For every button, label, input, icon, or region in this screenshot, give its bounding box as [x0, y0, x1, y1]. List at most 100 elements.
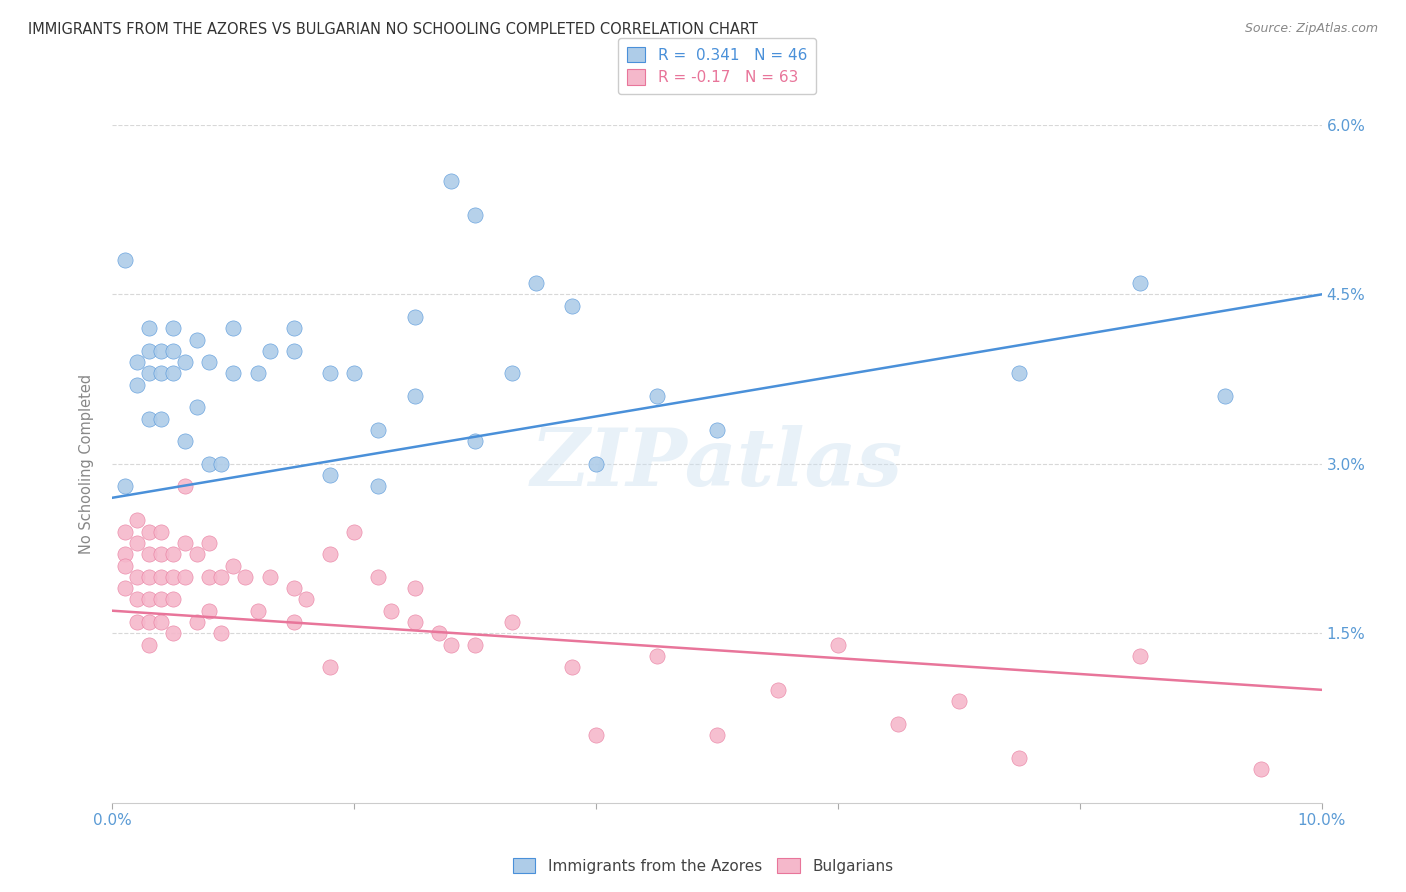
Point	[404, 310, 426, 324]
Y-axis label: No Schooling Completed: No Schooling Completed	[79, 374, 94, 554]
Text: Source: ZipAtlas.com: Source: ZipAtlas.com	[1244, 22, 1378, 36]
Point	[138, 411, 160, 425]
Point	[138, 321, 160, 335]
Point	[319, 547, 342, 561]
Point	[198, 604, 221, 618]
Point	[427, 626, 450, 640]
Point	[948, 694, 970, 708]
Point	[706, 728, 728, 742]
Point	[561, 299, 583, 313]
Point	[149, 547, 172, 561]
Point	[174, 355, 197, 369]
Point	[138, 367, 160, 381]
Point	[222, 558, 245, 573]
Point	[259, 570, 281, 584]
Point	[380, 604, 402, 618]
Point	[149, 367, 172, 381]
Point	[222, 367, 245, 381]
Point	[138, 343, 160, 358]
Point	[464, 638, 486, 652]
Point	[125, 592, 148, 607]
Point	[585, 728, 607, 742]
Point	[319, 468, 342, 483]
Point	[114, 558, 136, 573]
Point	[1129, 276, 1152, 290]
Point	[174, 479, 197, 493]
Point	[283, 581, 305, 595]
Point	[114, 253, 136, 268]
Point	[125, 536, 148, 550]
Point	[149, 592, 172, 607]
Point	[1008, 750, 1031, 764]
Point	[440, 638, 463, 652]
Point	[162, 570, 184, 584]
Point	[149, 615, 172, 629]
Point	[198, 457, 221, 471]
Point	[827, 638, 849, 652]
Point	[766, 682, 789, 697]
Point	[501, 615, 523, 629]
Point	[149, 524, 172, 539]
Point	[114, 524, 136, 539]
Point	[367, 423, 389, 437]
Point	[138, 615, 160, 629]
Point	[162, 343, 184, 358]
Point	[138, 592, 160, 607]
Legend: Immigrants from the Azores, Bulgarians: Immigrants from the Azores, Bulgarians	[506, 852, 900, 880]
Point	[138, 570, 160, 584]
Point	[125, 513, 148, 527]
Point	[501, 367, 523, 381]
Point	[585, 457, 607, 471]
Point	[1213, 389, 1236, 403]
Point	[198, 570, 221, 584]
Point	[125, 615, 148, 629]
Text: ZIPatlas: ZIPatlas	[531, 425, 903, 502]
Point	[162, 321, 184, 335]
Point	[186, 615, 208, 629]
Point	[319, 367, 342, 381]
Point	[186, 333, 208, 347]
Point	[246, 604, 269, 618]
Point	[283, 321, 305, 335]
Point	[209, 457, 232, 471]
Point	[246, 367, 269, 381]
Point	[125, 355, 148, 369]
Point	[259, 343, 281, 358]
Point	[343, 367, 366, 381]
Point	[125, 570, 148, 584]
Point	[114, 547, 136, 561]
Point	[186, 401, 208, 415]
Point	[1250, 762, 1272, 776]
Point	[149, 411, 172, 425]
Point	[138, 524, 160, 539]
Point	[209, 626, 232, 640]
Point	[283, 615, 305, 629]
Point	[174, 434, 197, 449]
Point	[319, 660, 342, 674]
Point	[283, 343, 305, 358]
Point	[524, 276, 547, 290]
Point	[174, 570, 197, 584]
Point	[464, 434, 486, 449]
Point	[162, 626, 184, 640]
Text: IMMIGRANTS FROM THE AZORES VS BULGARIAN NO SCHOOLING COMPLETED CORRELATION CHART: IMMIGRANTS FROM THE AZORES VS BULGARIAN …	[28, 22, 758, 37]
Point	[561, 660, 583, 674]
Point	[114, 581, 136, 595]
Point	[138, 547, 160, 561]
Point	[149, 343, 172, 358]
Point	[1008, 367, 1031, 381]
Point	[367, 479, 389, 493]
Point	[222, 321, 245, 335]
Point	[186, 547, 208, 561]
Point	[138, 638, 160, 652]
Point	[198, 355, 221, 369]
Point	[404, 389, 426, 403]
Point	[198, 536, 221, 550]
Point	[149, 570, 172, 584]
Point	[404, 581, 426, 595]
Point	[645, 648, 668, 663]
Point	[114, 479, 136, 493]
Point	[162, 367, 184, 381]
Legend: R =  0.341   N = 46, R = -0.17   N = 63: R = 0.341 N = 46, R = -0.17 N = 63	[617, 37, 817, 94]
Point	[174, 536, 197, 550]
